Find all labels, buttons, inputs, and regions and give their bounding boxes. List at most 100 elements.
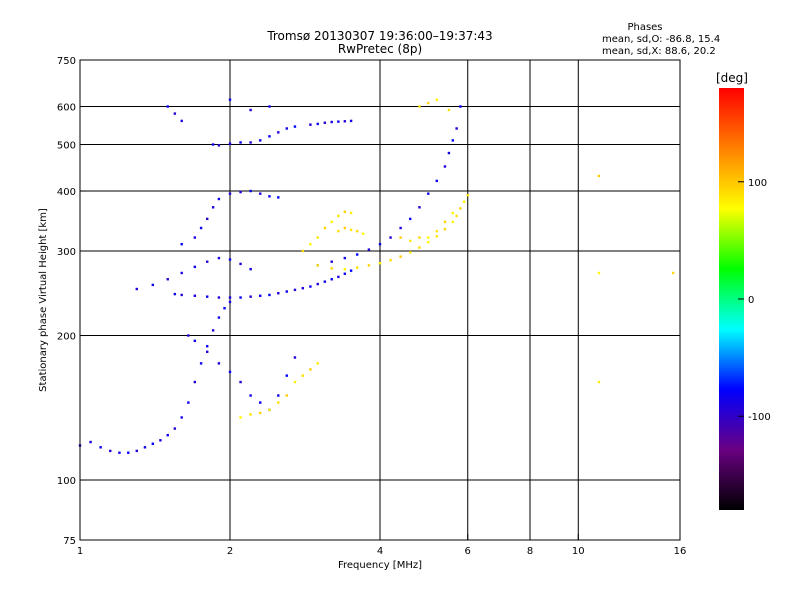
data-point (217, 362, 221, 365)
data-point (239, 262, 242, 266)
data-point (249, 413, 252, 416)
data-point (180, 242, 183, 246)
x-tick-label: 10 (572, 546, 585, 557)
data-point (166, 433, 169, 437)
data-point (301, 286, 305, 290)
data-point (409, 217, 412, 221)
data-point (268, 105, 271, 108)
data-point (418, 206, 421, 209)
data-point (285, 290, 288, 293)
data-point (389, 259, 392, 262)
data-point (228, 296, 232, 299)
data-point (239, 190, 242, 194)
data-point (459, 105, 462, 108)
grid-lines (80, 60, 680, 540)
data-point (127, 451, 130, 454)
data-point (249, 267, 252, 271)
data-point (217, 296, 221, 299)
data-point (217, 316, 221, 319)
data-point (309, 123, 312, 126)
data-point (151, 442, 155, 445)
data-point (451, 220, 455, 224)
data-point (277, 292, 280, 295)
x-tick-label: 6 (465, 546, 471, 557)
data-point (135, 287, 138, 291)
data-point (143, 446, 147, 449)
data-point (293, 125, 297, 128)
data-point (323, 226, 327, 230)
data-point (228, 142, 232, 145)
data-point (217, 197, 221, 201)
data-point (249, 394, 252, 397)
data-point (166, 105, 169, 108)
y-tick-label: 600 (57, 103, 76, 114)
data-point (173, 427, 177, 430)
x-tick-label: 2 (227, 546, 233, 557)
colorbar-ticks: 100 0 -100 (738, 178, 771, 423)
data-point (249, 141, 252, 144)
data-point (259, 192, 262, 195)
data-point (135, 449, 138, 453)
data-point (277, 196, 280, 199)
data-point (330, 220, 333, 224)
data-point (399, 226, 402, 230)
data-point (443, 228, 447, 231)
data-point (205, 260, 209, 263)
data-point (118, 451, 121, 454)
data-point (309, 368, 312, 371)
data-point (597, 174, 601, 178)
data-point (205, 345, 209, 348)
data-point (399, 255, 402, 258)
data-point (166, 278, 169, 281)
data-point (597, 380, 601, 384)
data-point (259, 401, 262, 404)
data-point (435, 235, 438, 238)
x-axis-label: Frequency [MHz] (338, 560, 422, 571)
data-point (418, 236, 421, 239)
data-point (268, 408, 271, 412)
data-point (293, 380, 297, 384)
data-point (435, 98, 438, 101)
data-point (330, 120, 333, 124)
data-point (151, 283, 155, 287)
data-point (330, 267, 333, 270)
data-point (337, 214, 340, 218)
data-point (427, 101, 430, 105)
y-tick-label: 500 (57, 141, 76, 152)
data-point (597, 271, 601, 275)
data-point (343, 267, 347, 271)
colorbar-tick-label: 0 (748, 295, 754, 306)
data-point (443, 165, 447, 168)
data-point (427, 192, 430, 195)
y-tick-label: 750 (57, 56, 76, 67)
data-point (249, 295, 252, 298)
data-point (337, 229, 340, 233)
data-point (409, 251, 412, 254)
data-point (316, 236, 319, 239)
y-tick-label: 200 (57, 332, 76, 343)
data-point (330, 260, 333, 263)
data-point (293, 356, 297, 359)
data-point (239, 416, 242, 419)
data-point (228, 98, 232, 101)
data-point (285, 394, 288, 397)
data-point (259, 411, 262, 415)
data-point (343, 120, 347, 123)
y-tick-label: 75 (63, 536, 76, 547)
data-point (355, 229, 359, 233)
x-tick-label: 1 (77, 546, 83, 557)
data-point (459, 207, 462, 210)
data-point (277, 131, 280, 134)
x-tick-label: 16 (674, 546, 687, 557)
data-point (337, 120, 340, 123)
data-point (277, 394, 280, 397)
data-point (323, 280, 327, 283)
data-point (180, 416, 183, 419)
data-point (193, 380, 197, 384)
data-point (435, 179, 438, 183)
chart-title: Tromsø 20130307 19:36:00–19:37:43 (266, 29, 492, 43)
data-point (367, 264, 371, 267)
data-point (205, 350, 209, 353)
data-point (316, 264, 319, 267)
